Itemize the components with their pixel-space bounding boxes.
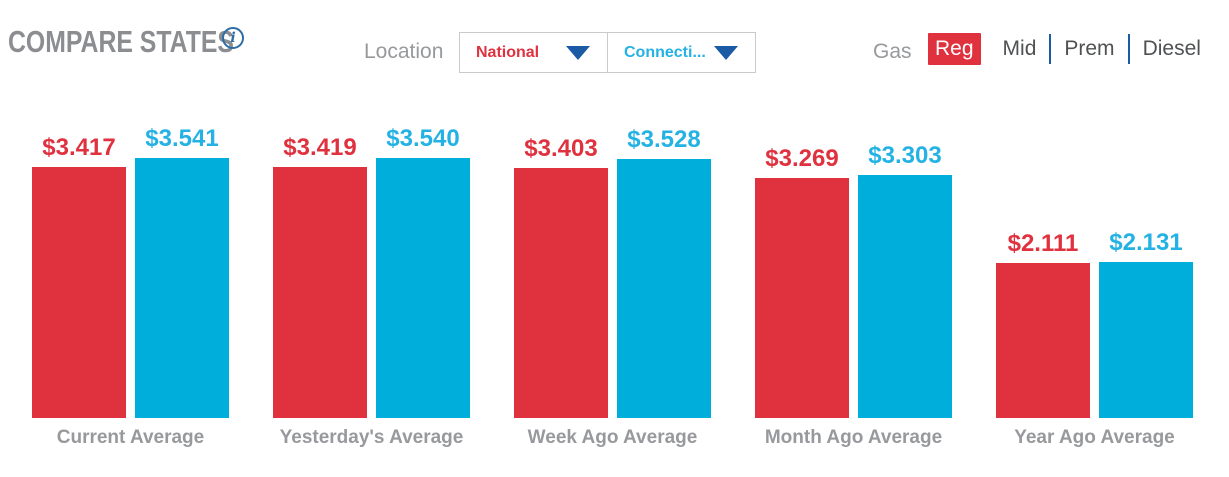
bar-value-label: $3.541 — [145, 125, 219, 152]
bar-value-label: $3.540 — [386, 125, 460, 152]
bar-pair: $3.269 $3.303 — [755, 98, 952, 418]
bar-group: $3.417 $3.541 Current Average — [32, 98, 229, 454]
bar-national — [32, 167, 126, 418]
bar-column-national: $2.111 — [996, 230, 1090, 418]
category-label: Yesterday's Average — [279, 427, 464, 448]
bar-value-label: $2.111 — [1007, 230, 1079, 257]
dropdown-national-value: National — [476, 43, 540, 61]
bar-national — [755, 178, 849, 418]
bar-column-connecticut: $3.528 — [617, 126, 711, 418]
bar-value-label: $2.131 — [1109, 229, 1183, 256]
bar-connecticut — [1099, 262, 1193, 418]
bar-value-label: $3.528 — [627, 126, 701, 153]
gas-option-diesel[interactable]: Diesel — [1142, 37, 1201, 60]
dropdown-national[interactable]: National — [460, 33, 607, 72]
location-label: Location — [364, 40, 444, 63]
category-label: Month Ago Average — [764, 427, 943, 448]
bar-group: $3.403 $3.528 Week Ago Average — [514, 98, 711, 454]
gas-option-prem[interactable]: Prem — [1064, 37, 1115, 60]
bar-connecticut — [376, 158, 470, 418]
bar-column-connecticut: $3.541 — [135, 125, 229, 418]
bar-pair: $3.403 $3.528 — [514, 98, 711, 418]
gas-divider — [1127, 34, 1130, 64]
dropdown-state-value: Connecti... — [624, 43, 706, 61]
bar-group: $2.111 $2.131 Year Ago Average — [996, 98, 1193, 454]
bar-national — [996, 263, 1090, 418]
category-label: Current Average — [56, 427, 205, 448]
bar-connecticut — [617, 159, 711, 418]
bar-column-connecticut: $2.131 — [1099, 229, 1193, 418]
category-label: Year Ago Average — [1014, 427, 1175, 448]
bar-group: $3.419 $3.540 Yesterday's Average — [273, 98, 470, 454]
bar-value-label: $3.417 — [42, 134, 116, 161]
gas-option-mid[interactable]: Mid — [1002, 37, 1037, 60]
bar-column-national: $3.419 — [273, 134, 367, 418]
gas-option-reg[interactable]: Reg — [928, 33, 981, 65]
dropdown-arrow-icon — [566, 45, 590, 60]
bar-connecticut — [135, 158, 229, 418]
bar-value-label: $3.303 — [868, 142, 942, 169]
bar-pair: $3.419 $3.540 — [273, 98, 470, 418]
bar-group: $3.269 $3.303 Month Ago Average — [755, 98, 952, 454]
gas-divider — [1049, 34, 1052, 64]
info-icon[interactable]: i — [222, 27, 244, 49]
chart-area: $3.417 $3.541 Current Average $3.419 $3.540 Y… — [32, 98, 1193, 454]
info-icon-glyph: i — [230, 30, 236, 46]
bar-national — [273, 167, 367, 418]
dropdown-arrow-icon — [714, 45, 738, 60]
location-dropdown-group: National Connecti... — [459, 32, 756, 73]
bar-pair: $3.417 $3.541 — [32, 98, 229, 418]
bar-national — [514, 168, 608, 418]
bar-column-national: $3.269 — [755, 145, 849, 418]
bar-column-national: $3.417 — [32, 134, 126, 418]
bar-value-label: $3.403 — [524, 135, 598, 162]
page-title: COMPARE STATES — [8, 24, 234, 59]
bar-value-label: $3.269 — [765, 145, 839, 172]
bar-column-connecticut: $3.540 — [376, 125, 470, 418]
bar-value-label: $3.419 — [283, 134, 357, 161]
bar-column-national: $3.403 — [514, 135, 608, 418]
bar-connecticut — [858, 175, 952, 418]
bar-pair: $2.111 $2.131 — [996, 98, 1193, 418]
gas-options: Reg Mid Prem Diesel — [928, 33, 1214, 65]
gas-label: Gas — [873, 40, 912, 63]
dropdown-state[interactable]: Connecti... — [607, 33, 755, 72]
category-label: Week Ago Average — [527, 427, 698, 448]
bar-column-connecticut: $3.303 — [858, 142, 952, 418]
